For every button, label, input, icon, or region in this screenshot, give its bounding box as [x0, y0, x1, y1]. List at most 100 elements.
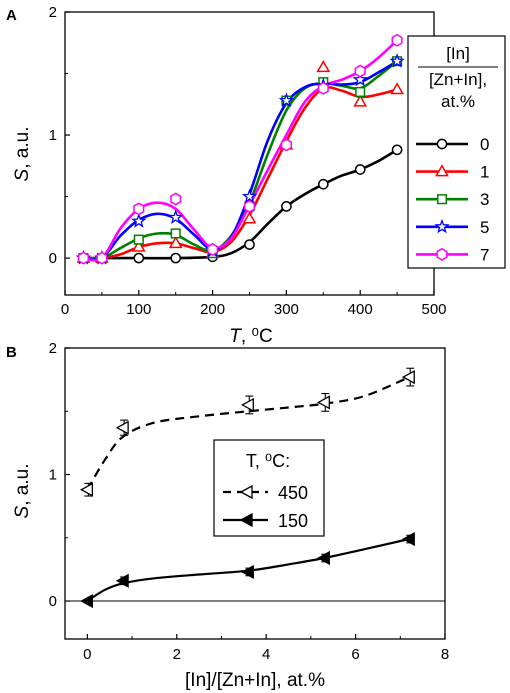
b-legend-label-450: 450 — [278, 483, 308, 503]
a-legend-marker-5 — [434, 218, 450, 234]
panel-a-x-axis: 0 100 200 300 400 500 — [61, 290, 447, 318]
panel-a-legend: [In] [Zn+In], at.% 0 1 3 5 7 — [407, 35, 506, 269]
panel-b-label: B — [6, 344, 17, 361]
a-point-1 — [242, 211, 257, 224]
b-legend-marker-150 — [239, 512, 253, 528]
legend-title-numerator: [In] — [446, 44, 470, 63]
a-point-3 — [355, 86, 366, 98]
panel-a-y-axis: 0 1 2 — [49, 4, 70, 267]
a-point-7 — [280, 138, 292, 152]
a-legend-marker-1 — [435, 164, 449, 177]
a-point-0 — [317, 178, 329, 190]
a-point-0 — [281, 201, 292, 212]
panel-a-x-axis-label: T, ⁰C — [229, 326, 273, 347]
b-x-tick-label: 4 — [262, 646, 270, 663]
a-point-1 — [316, 60, 331, 73]
a-point-0 — [244, 239, 255, 250]
a-point-3 — [170, 228, 181, 239]
a-point-7 — [207, 243, 219, 256]
panel-a: A 0 100 200 300 400 500 0 1 2 T, ⁰C S, a.u. [In… — [6, 4, 506, 347]
b-y-tick-label: 2 — [49, 340, 57, 357]
a-point-7 — [317, 81, 329, 95]
a-point-5 — [241, 188, 258, 204]
panel-b-series-lines — [86, 376, 410, 602]
a-point-0 — [354, 164, 366, 175]
a-point-5 — [168, 209, 184, 224]
panel-b-y-axis-label: S, a.u. — [12, 464, 33, 519]
legend-title-denominator: [Zn+In], — [429, 70, 487, 89]
b-x-tick-label: 8 — [441, 646, 449, 663]
panel-b-legend-title: T, ⁰C: — [246, 451, 290, 471]
legend-title-unit: at.% — [441, 92, 475, 111]
b-x-tick-label: 6 — [351, 646, 359, 663]
a-point-7 — [391, 33, 403, 47]
panel-b-plot-frame — [64, 347, 446, 640]
b-point-150 — [115, 573, 129, 588]
a-legend-label-0: 0 — [480, 135, 489, 154]
a-point-0 — [391, 144, 403, 156]
b-point-150 — [79, 593, 94, 609]
panel-a-label: A — [6, 7, 17, 24]
b-point-450 — [115, 420, 129, 435]
b-y-tick-label: 1 — [49, 467, 57, 484]
b-point-150 — [316, 550, 330, 566]
b-legend-label-150: 150 — [278, 511, 308, 531]
b-point-450 — [240, 397, 254, 413]
b-series-line-150 — [86, 537, 410, 602]
a-y-tick-label: 0 — [49, 250, 57, 267]
a-x-tick-label: 200 — [200, 301, 225, 318]
a-x-tick-label: 500 — [421, 301, 446, 318]
a-legend-label-1: 1 — [480, 163, 489, 182]
a-x-tick-label: 400 — [348, 301, 373, 318]
a-legend-marker-7 — [436, 247, 448, 261]
panel-a-plot-frame — [64, 11, 435, 296]
panel-b: B 0 2 4 6 8 0 1 2 [In]/[Zn+In], at.% S, a.u. T… — [6, 340, 449, 691]
a-point-5 — [352, 71, 368, 87]
b-y-tick-label: 0 — [49, 593, 57, 610]
a-legend-label-5: 5 — [480, 218, 489, 237]
b-point-450 — [401, 370, 415, 385]
panel-a-series-lines — [83, 39, 398, 262]
a-x-tick-label: 300 — [274, 301, 299, 318]
panel-b-legend: T, ⁰C: 450 150 — [213, 439, 325, 537]
a-point-5 — [131, 213, 147, 228]
a-point-7 — [133, 202, 145, 216]
a-point-5 — [389, 53, 405, 68]
a-legend-marker-3 — [436, 194, 448, 205]
a-legend-label-3: 3 — [480, 190, 489, 209]
a-point-5 — [278, 92, 295, 108]
b-legend-marker-450 — [239, 484, 253, 500]
a-point-3 — [133, 234, 144, 245]
a-point-7 — [96, 251, 108, 265]
a-legend-label-7: 7 — [480, 245, 489, 264]
panel-b-x-axis: 0 2 4 6 8 — [83, 634, 449, 663]
a-point-7 — [354, 64, 366, 78]
panel-b-x-axis-label: [In]/[Zn+In], at.% — [185, 670, 325, 691]
b-x-tick-label: 2 — [173, 646, 181, 663]
a-point-1 — [131, 239, 146, 252]
b-series-line-450 — [86, 376, 410, 491]
a-point-1 — [390, 82, 404, 95]
a-point-0 — [133, 252, 145, 264]
b-point-150 — [240, 564, 254, 580]
a-series-line-0 — [83, 148, 398, 260]
b-point-450 — [79, 482, 94, 497]
a-x-tick-label: 100 — [126, 301, 151, 318]
a-y-tick-label: 1 — [49, 127, 57, 144]
a-legend-marker-0 — [436, 138, 448, 150]
a-point-0 — [170, 252, 182, 264]
b-x-tick-label: 0 — [83, 646, 91, 663]
panel-a-markers — [75, 33, 405, 265]
a-point-7 — [77, 251, 90, 265]
a-x-tick-label: 0 — [61, 301, 69, 318]
panel-b-markers — [79, 367, 415, 609]
a-point-1 — [353, 94, 368, 107]
a-y-tick-label: 2 — [49, 4, 57, 21]
panel-a-y-axis-label: S, a.u. — [12, 127, 33, 182]
b-point-150 — [401, 531, 415, 547]
a-point-7 — [243, 199, 256, 213]
a-point-1 — [168, 236, 183, 249]
panel-b-y-axis: 0 1 2 — [49, 340, 70, 610]
b-point-450 — [316, 395, 330, 410]
